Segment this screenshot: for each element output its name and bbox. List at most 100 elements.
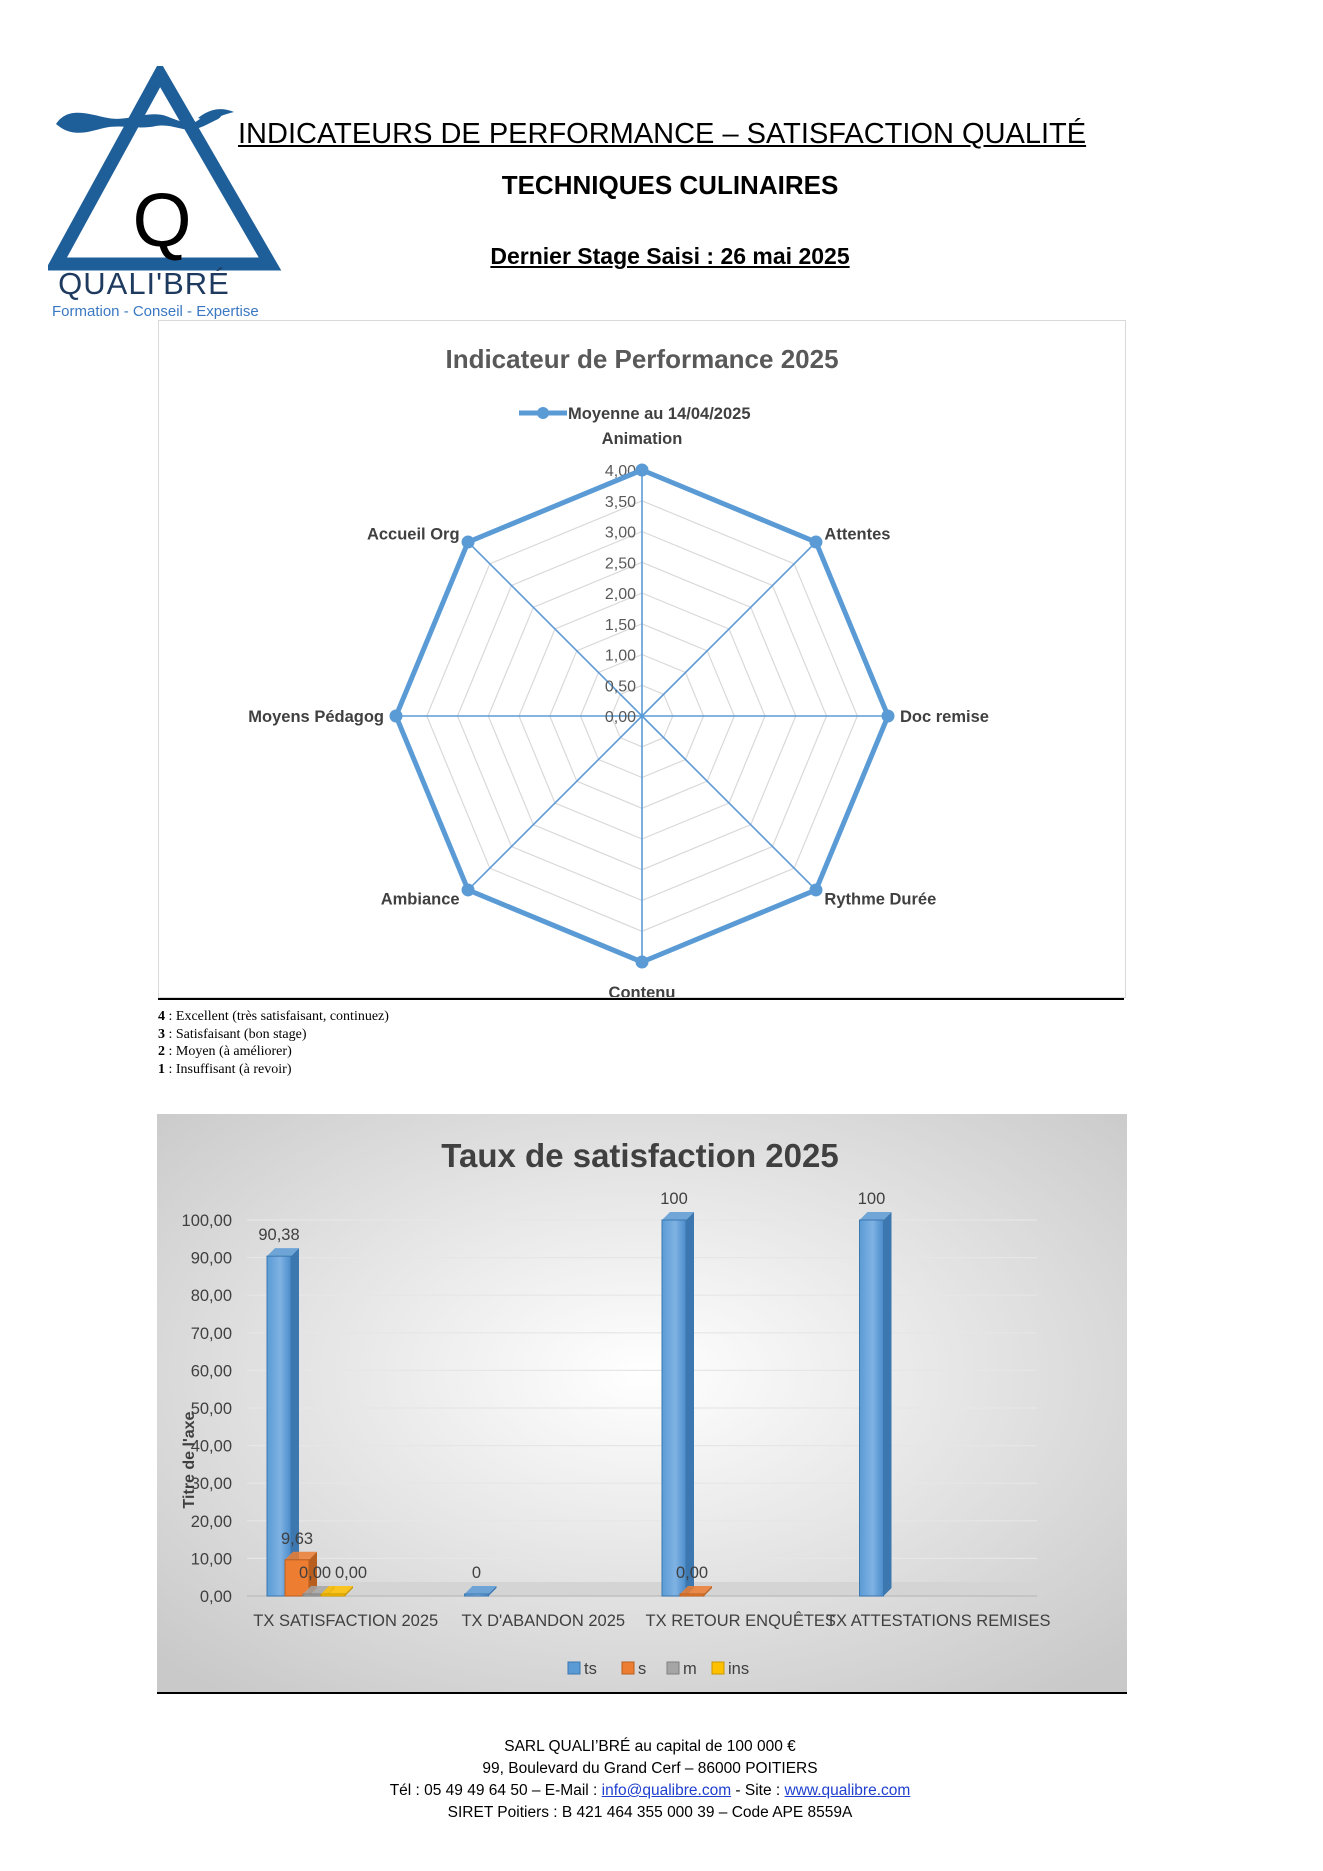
last-stage-date: Dernier Stage Saisi : 26 mai 2025 [490,243,850,269]
footer-siret: SIRET Poitiers : B 421 464 355 000 39 – … [447,1804,853,1821]
bar-y-tick-label: 40,00 [191,1438,232,1456]
score-legend-item: 3 : Satisfaisant (bon stage) [158,1026,307,1042]
bar-floor-plane [247,1582,1057,1596]
bar-legend-swatch [621,1661,635,1675]
score-legend-item: 2 : Moyen (à améliorer) [158,1044,292,1059]
radar-legend-marker [537,407,549,419]
bar-ts [266,1248,299,1597]
radar-category-label: Moyens Pédagog [248,708,384,726]
radar-category-label: Attentes [824,526,890,544]
logo-triangle [48,66,282,271]
radar-tick-label: 3,00 [605,525,636,542]
document-title: INDICATEURS DE PERFORMANCE – SATISFACTIO… [238,118,1087,150]
bar-legend-swatch [666,1661,680,1675]
logo-name: QUALI'BRÉ [58,266,230,301]
bar-legend-swatch [567,1661,581,1675]
bar-y-tick-label: 70,00 [191,1325,232,1343]
radar-spoke [641,541,817,717]
logo-swoosh [56,110,222,133]
bar-data-label: 0,00 [335,1564,367,1582]
radar-tick-label: 2,50 [605,555,636,572]
bar-data-label: 0,00 [676,1564,708,1582]
bar-data-label: 0,00 [299,1564,331,1582]
bar-legend-label: m [683,1660,697,1678]
footer-contact: Tél : 05 49 49 64 50 – E-Mail : info@qua… [389,1782,911,1799]
bar-data-label: 100 [660,1190,688,1208]
bar-y-tick-label: 10,00 [191,1550,232,1568]
page-footer: SARL QUALI’BRÉ au capital de 100 000 € 9… [200,1736,1100,1824]
radar-chart-title: Indicateur de Performance 2025 [445,344,838,374]
footer-address: 99, Boulevard du Grand Cerf – 86000 POIT… [482,1760,818,1777]
bar-ins [320,1586,353,1597]
bar-y-tick-labels: 0,00 10,00 20,00 30,00 40,00 50,00 60,00 70,00 8… [182,1212,232,1606]
radar-chart-container: Indicateur de Performance 2025 Moyenne a… [158,320,1126,1002]
bar-legend: ts s m ins [567,1660,749,1678]
logo-tagline: Formation - Conseil - Expertise [52,303,259,320]
footer-email-link[interactable]: info@qualibre.com [601,1782,732,1799]
bar-y-tick-label: 0,00 [200,1588,232,1606]
radar-tick-label: 3,50 [605,494,636,511]
bar-chart: Taux de satisfaction 2025 Titre de l'axe… [157,1114,1127,1692]
bar-category-label: TX RETOUR ENQUÊTES [646,1611,836,1630]
bar-category-label: TX ATTESTATIONS REMISES [826,1612,1051,1630]
radar-data-point [809,883,823,897]
bar-ts [464,1586,497,1597]
logo-swoosh-tail [198,109,234,122]
radar-tick-label: 0,50 [605,678,636,695]
radar-data-point [635,463,649,477]
radar-category-label: Animation [602,430,683,448]
radar-data-point [461,535,475,549]
footer-site-link[interactable]: www.qualibre.com [784,1782,911,1799]
bar-data-label: 90,38 [258,1226,299,1244]
radar-category-label: Rythme Durée [824,890,936,908]
bar-legend-label: s [638,1660,646,1678]
radar-category-label: Ambiance [381,890,460,908]
radar-spoke [467,715,643,891]
bar-data-label: 0 [472,1564,481,1582]
radar-chart: Indicateur de Performance 2025 Moyenne a… [248,344,989,1002]
logo-letter: Q [132,178,191,263]
bar-y-tick-label: 20,00 [191,1513,232,1531]
bar-category-labels: TX SATISFACTION 2025 TX D'ABANDON 2025 TX … [253,1611,1050,1630]
radar-category-label: Doc remise [900,708,989,726]
radar-legend-label: Moyenne au 14/04/2025 [568,405,751,423]
footer-company: SARL QUALI’BRÉ au capital de 100 000 € [504,1738,796,1755]
radar-category-label: Accueil Org [367,526,460,544]
radar-series [389,463,895,969]
radar-tick-label: 1,00 [605,648,636,665]
bar-chart-background [157,1114,1127,1692]
radar-spoke [467,541,643,717]
bar-y-tick-label: 50,00 [191,1400,232,1418]
document-subtitle: TECHNIQUES CULINAIRES [501,170,839,200]
bar-legend-swatch [711,1661,725,1675]
bar-chart-title: Taux de satisfaction 2025 [441,1137,838,1174]
score-legend: 4 : Excellent (très satisfaisant, contin… [158,1008,389,1078]
radar-tick-labels: 0,000,501,001,502,002,503,003,504,00 [605,463,636,726]
radar-data-point [881,709,895,723]
bar-y-tick-label: 30,00 [191,1475,232,1493]
company-logo: Q QUALI'BRÉ Formation - Conseil - Expert… [48,66,282,320]
bar-s [284,1551,317,1597]
bar-ts [859,1212,892,1597]
bar-y-tick-label: 90,00 [191,1250,232,1268]
bar-category-label: TX D'ABANDON 2025 [461,1612,625,1630]
bar-legend-label: ins [728,1660,749,1678]
bar-chart-floor [247,1582,1057,1597]
score-legend-item: 1 : Insuffisant (à revoir) [158,1061,292,1077]
bar-data-label: 9,63 [281,1530,313,1548]
radar-divider [158,998,1124,1000]
radar-tick-label: 0,00 [605,709,636,726]
bar-chart-container: Taux de satisfaction 2025 Titre de l'axe… [157,1114,1127,1692]
bar-gridlines [247,1219,1037,1559]
radar-data-point [389,709,403,723]
radar-category-label: Contenu [609,984,676,997]
bar-ts [661,1212,694,1597]
bar-y-tick-label: 60,00 [191,1362,232,1380]
bar-divider [157,1692,1127,1694]
bar-s [679,1586,712,1597]
bar-y-tick-label: 100,00 [182,1212,232,1230]
radar-spoke [641,715,817,891]
radar-data-point [461,883,475,897]
bar-y-tick-label: 80,00 [191,1287,232,1305]
